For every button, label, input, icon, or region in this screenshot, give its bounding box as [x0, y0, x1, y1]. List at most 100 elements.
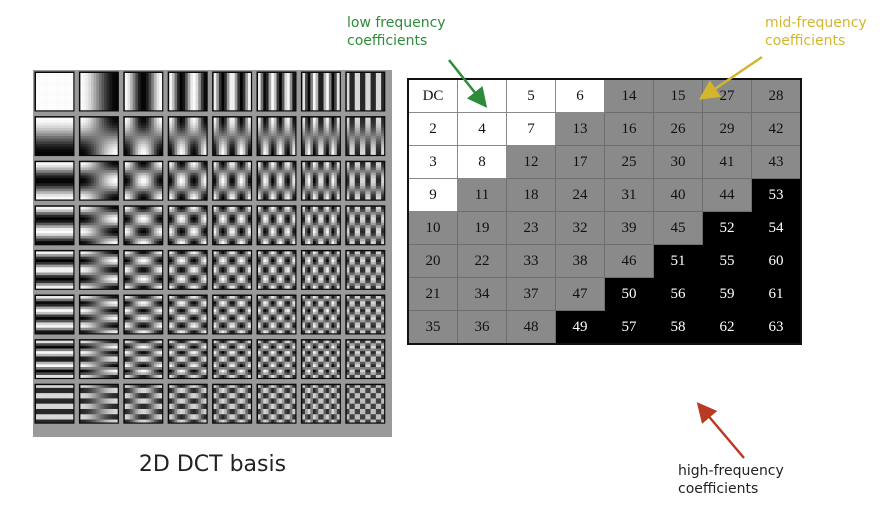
dct-basis-tile — [123, 160, 164, 201]
coefficient-cell: 3 — [407, 145, 458, 179]
coefficient-cell: 44 — [702, 178, 752, 212]
dct-basis-tile — [78, 383, 119, 424]
dct-basis-grid — [34, 71, 386, 424]
coefficient-cell: 10 — [407, 211, 458, 245]
coefficient-cell: 45 — [653, 211, 703, 245]
table-row: 10 19 23 32 39 45 52 54 — [407, 211, 802, 245]
dct-basis-tile — [256, 249, 297, 290]
coefficient-cell: 38 — [555, 244, 605, 278]
dct-basis-image — [33, 70, 392, 437]
coefficient-cell: 26 — [653, 112, 703, 146]
dct-basis-tile — [256, 160, 297, 201]
coefficient-cell: 8 — [457, 145, 507, 179]
coefficient-cell: 35 — [407, 310, 458, 345]
dct-basis-tile — [212, 160, 253, 201]
coefficient-cell: 22 — [457, 244, 507, 278]
dct-basis-tile — [123, 71, 164, 112]
dct-basis-tile — [167, 339, 208, 380]
coefficient-cell: 43 — [751, 145, 802, 179]
dct-basis-tile — [34, 249, 75, 290]
dct-basis-tile — [34, 116, 75, 157]
coefficient-cell: 27 — [702, 78, 752, 113]
dct-basis-tile — [212, 383, 253, 424]
dct-basis-tile — [300, 205, 341, 246]
dct-basis-tile — [345, 116, 386, 157]
dct-basis-tile — [345, 205, 386, 246]
dct-basis-tile — [78, 294, 119, 335]
coefficient-cell: 58 — [653, 310, 703, 345]
dct-basis-tile — [300, 160, 341, 201]
coefficient-cell: 25 — [604, 145, 654, 179]
coefficient-cell: 57 — [604, 310, 654, 345]
dct-basis-tile — [345, 160, 386, 201]
dct-basis-tile — [300, 383, 341, 424]
table-row: 3 8 12 17 25 30 41 43 — [407, 145, 802, 179]
dct-basis-tile — [256, 294, 297, 335]
coefficient-cell: 16 — [604, 112, 654, 146]
dct-basis-tile — [212, 294, 253, 335]
mid-frequency-annotation: mid-frequency coefficients — [765, 14, 867, 50]
coefficient-cell: 41 — [702, 145, 752, 179]
dct-basis-tile — [34, 294, 75, 335]
dct-basis-tile — [212, 249, 253, 290]
dct-basis-tile — [212, 116, 253, 157]
high-frequency-annotation: high-frequency coefficients — [678, 462, 784, 498]
dct-basis-tile — [256, 116, 297, 157]
coefficient-cell: 53 — [751, 178, 802, 212]
dct-basis-tile — [167, 116, 208, 157]
coefficient-cell: 20 — [407, 244, 458, 278]
coefficient-cell: 19 — [457, 211, 507, 245]
coefficient-cell: 18 — [506, 178, 556, 212]
dct-basis-tile — [123, 339, 164, 380]
dct-basis-tile — [345, 71, 386, 112]
coefficient-cell: 4 — [457, 112, 507, 146]
dct-basis-tile — [345, 383, 386, 424]
coefficient-cell: 61 — [751, 277, 802, 311]
coefficient-cell: 55 — [702, 244, 752, 278]
coefficient-cell: 59 — [702, 277, 752, 311]
dct-basis-tile — [123, 383, 164, 424]
coefficient-cell: DC — [407, 78, 458, 113]
dct-basis-tile — [34, 205, 75, 246]
dct-basis-tile — [256, 205, 297, 246]
dct-basis-tile — [256, 339, 297, 380]
coefficient-cell: 15 — [653, 78, 703, 113]
coefficient-cell: 13 — [555, 112, 605, 146]
coefficient-cell: 14 — [604, 78, 654, 113]
coefficient-cell: 36 — [457, 310, 507, 345]
coefficient-cell: 54 — [751, 211, 802, 245]
dct-basis-tile — [212, 339, 253, 380]
dct-basis-tile — [78, 71, 119, 112]
coefficient-cell: 23 — [506, 211, 556, 245]
low-frequency-label-line1: low frequency — [347, 15, 446, 31]
dct-basis-tile — [300, 339, 341, 380]
coefficient-cell: 49 — [555, 310, 605, 345]
coefficient-cell: 34 — [457, 277, 507, 311]
dct-basis-tile — [212, 71, 253, 112]
coefficient-cell: 62 — [702, 310, 752, 345]
dct-basis-tile — [34, 71, 75, 112]
coefficient-cell: 11 — [457, 178, 507, 212]
coefficient-cell: 5 — [506, 78, 556, 113]
coefficient-cell: 29 — [702, 112, 752, 146]
dct-basis-tile — [300, 294, 341, 335]
dct-basis-tile — [300, 116, 341, 157]
coefficient-cell: 12 — [506, 145, 556, 179]
dct-basis-tile — [123, 116, 164, 157]
dct-basis-tile — [78, 160, 119, 201]
coefficient-cell: 24 — [555, 178, 605, 212]
dct-basis-tile — [78, 205, 119, 246]
table-row: 9 11 18 24 31 40 44 53 — [407, 178, 802, 212]
high-frequency-label-line2: coefficients — [678, 481, 759, 497]
coefficient-cell: 48 — [506, 310, 556, 345]
dct-basis-tile — [123, 294, 164, 335]
coefficient-cell: 40 — [653, 178, 703, 212]
coefficient-cell: 17 — [555, 145, 605, 179]
mid-frequency-label-line2: coefficients — [765, 33, 846, 49]
coefficient-cell: 2 — [407, 112, 458, 146]
coefficient-cell: 1 — [457, 78, 507, 113]
coefficient-cell: 50 — [604, 277, 654, 311]
mid-frequency-label-line1: mid-frequency — [765, 15, 867, 31]
dct-basis-tile — [123, 205, 164, 246]
table-row: DC 1 5 6 14 15 27 28 — [407, 78, 802, 113]
